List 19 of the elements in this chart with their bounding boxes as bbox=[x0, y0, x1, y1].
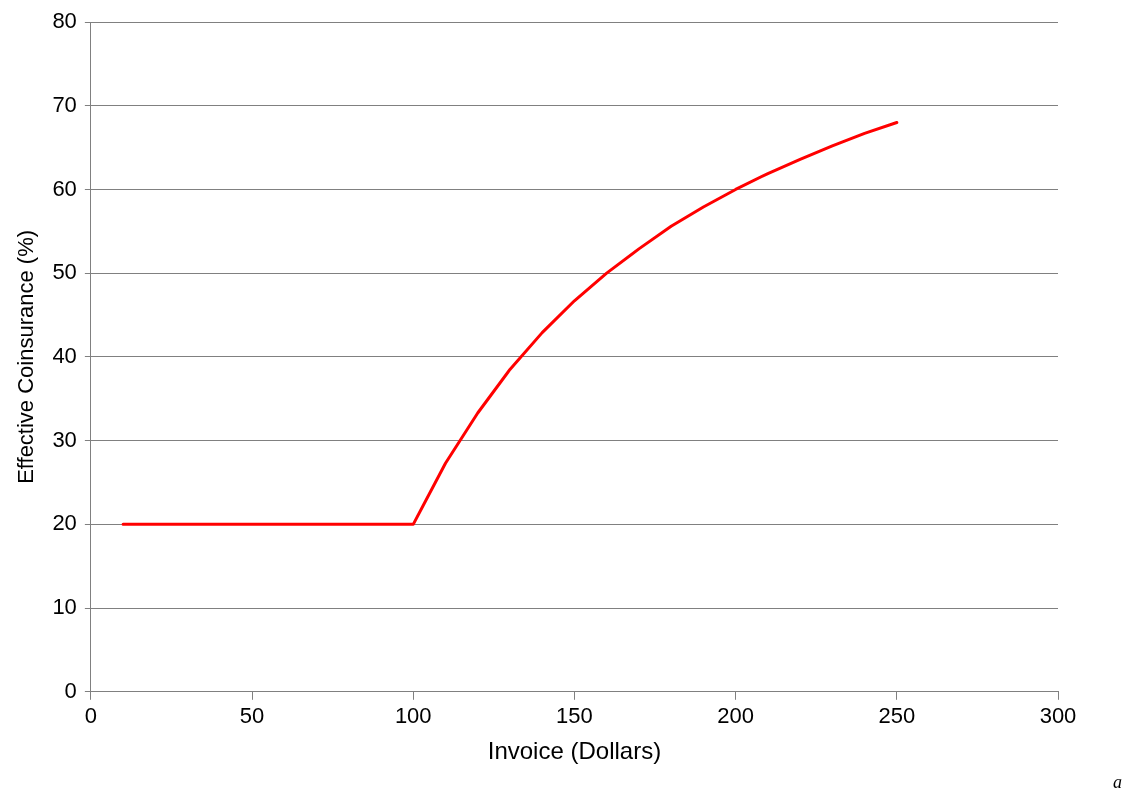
x-tick-label: 50 bbox=[239, 703, 265, 729]
y-tick-label: 10 bbox=[52, 594, 77, 620]
x-tick-label: 250 bbox=[878, 703, 916, 729]
x-tick-label: 200 bbox=[717, 703, 754, 729]
x-tick-label: 100 bbox=[394, 703, 432, 729]
y-tick-label: 0 bbox=[64, 677, 77, 703]
x-tick-label: 150 bbox=[556, 703, 593, 729]
x-axis-title: Invoice (Dollars) bbox=[487, 737, 662, 765]
y-axis-title: Effective Coinsurance (%) bbox=[13, 229, 39, 484]
x-tick-label: 300 bbox=[1039, 703, 1077, 729]
y-tick-label: 70 bbox=[52, 91, 77, 117]
y-tick-label: 20 bbox=[52, 510, 77, 536]
text: a bbox=[1113, 771, 1122, 792]
y-tick-label: 80 bbox=[52, 8, 77, 34]
y-tick-label: 60 bbox=[52, 175, 77, 201]
y-tick-label: 40 bbox=[52, 342, 77, 368]
y-tick-label: 30 bbox=[52, 426, 77, 452]
y-tick-label: 50 bbox=[52, 259, 77, 285]
x-tick-label: 0 bbox=[84, 703, 97, 729]
